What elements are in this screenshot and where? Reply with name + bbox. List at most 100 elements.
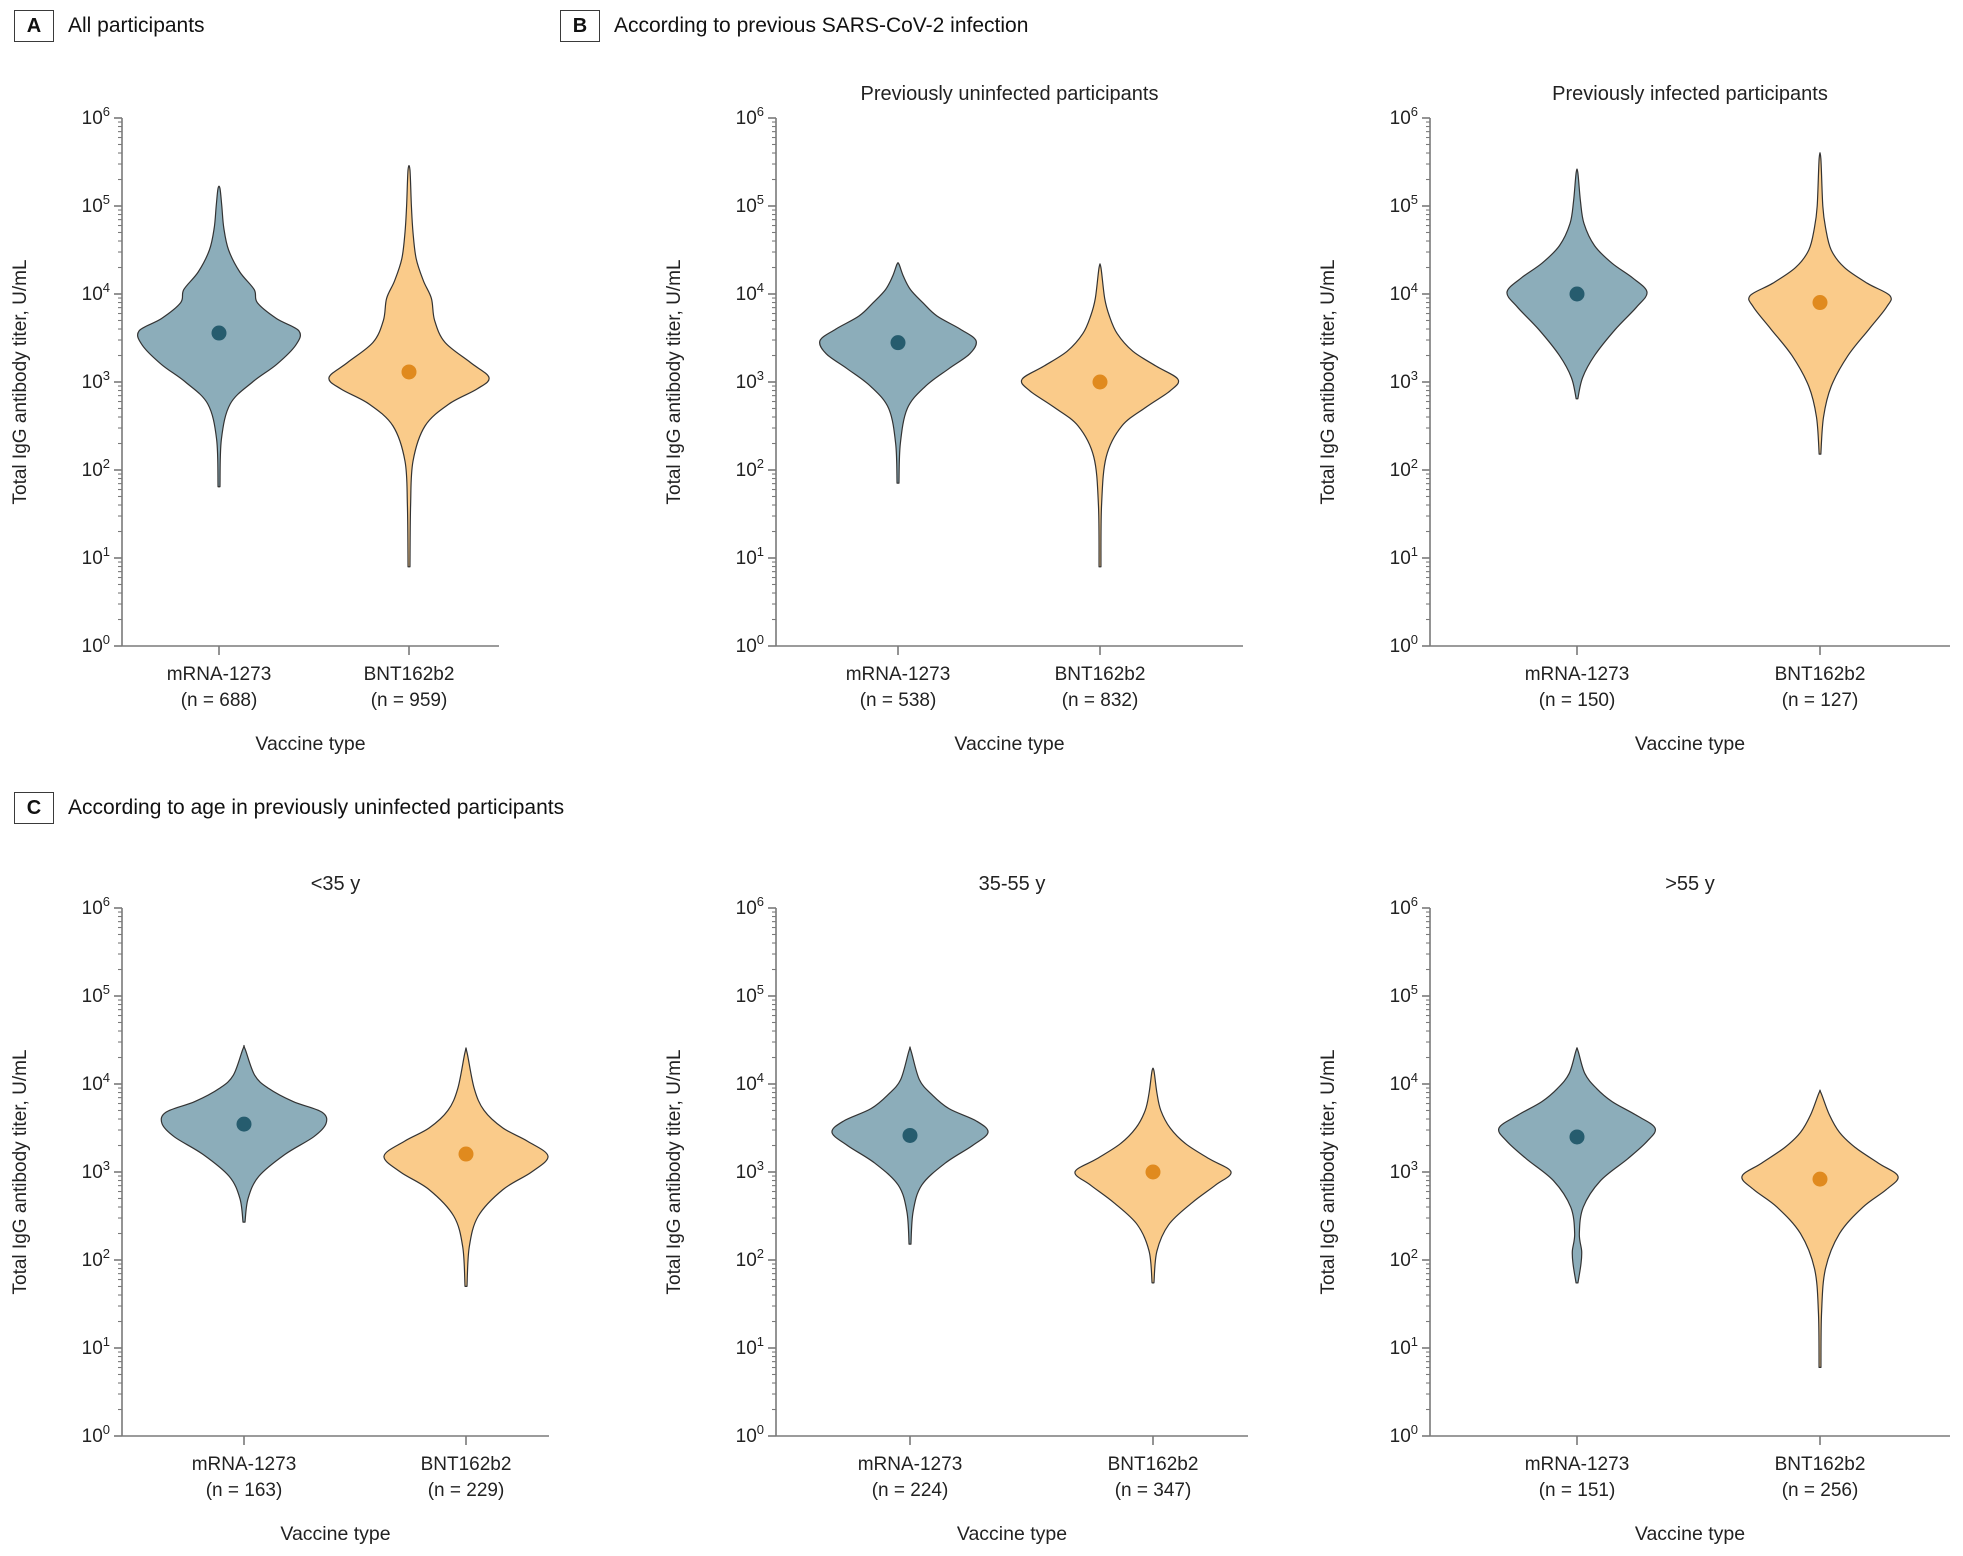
svg-text:103: 103 [1390,1158,1418,1183]
svg-text:103: 103 [736,1158,764,1183]
svg-text:106: 106 [736,104,764,129]
svg-text:102: 102 [1390,1246,1418,1271]
svg-text:105: 105 [82,192,110,217]
svg-text:100: 100 [82,632,110,657]
panel-a-header: A All participants [14,10,205,42]
svg-text:Total IgG antibody titer, U/mL: Total IgG antibody titer, U/mL [1318,259,1339,504]
svg-text:105: 105 [736,982,764,1007]
svg-text:103: 103 [1390,368,1418,393]
svg-text:(n = 688): (n = 688) [181,690,258,711]
svg-text:106: 106 [1390,894,1418,919]
svg-text:101: 101 [736,1334,764,1359]
subplot-previously-infected: Previously infected participants Total Ig… [1312,48,1962,768]
svg-text:mRNA-1273: mRNA-1273 [858,1454,963,1475]
svg-text:Previously uninfected particip: Previously uninfected participants [861,83,1159,105]
svg-text:Vaccine type: Vaccine type [954,733,1064,755]
svg-text:104: 104 [736,280,764,305]
svg-text:mRNA-1273: mRNA-1273 [1525,1454,1630,1475]
svg-text:(n = 832): (n = 832) [1062,690,1139,711]
svg-text:104: 104 [82,1070,110,1095]
svg-text:(n = 959): (n = 959) [371,690,448,711]
svg-text:BNT162b2: BNT162b2 [1775,1454,1866,1475]
panel-b-header: B According to previous SARS-CoV-2 infec… [560,10,1028,42]
svg-text:(n = 347): (n = 347) [1115,1480,1192,1501]
svg-text:Total IgG antibody titer, U/mL: Total IgG antibody titer, U/mL [664,259,685,504]
svg-text:101: 101 [736,544,764,569]
svg-text:106: 106 [82,104,110,129]
subplot-previously-uninfected: Previously uninfected participants Total … [658,48,1308,768]
violin-chart-previously-uninfected: Previously uninfected participants Total … [664,83,1243,755]
svg-text:105: 105 [736,192,764,217]
svg-text:100: 100 [1390,1422,1418,1447]
violin-chart-age-over-55: >55 y Total IgG antibody titer, U/mL 100 10… [1318,873,1950,1545]
violin-chart-previously-infected: Previously infected participants Total Ig… [1318,83,1950,755]
svg-text:(n = 538): (n = 538) [860,690,937,711]
svg-text:105: 105 [1390,982,1418,1007]
subplot-age-over-55: >55 y Total IgG antibody titer, U/mL 100 10… [1312,838,1962,1556]
svg-text:100: 100 [82,1422,110,1447]
svg-text:(n = 229): (n = 229) [428,1480,505,1501]
panel-c-title: According to age in previously uninfecte… [68,796,565,819]
svg-text:103: 103 [736,368,764,393]
svg-text:Total IgG antibody titer, U/mL: Total IgG antibody titer, U/mL [10,259,31,504]
svg-text:103: 103 [82,1158,110,1183]
subplot-age-35-55: 35-55 y Total IgG antibody titer, U/mL 100… [658,838,1308,1556]
svg-text:BNT162b2: BNT162b2 [1108,1454,1199,1475]
svg-text:Vaccine type: Vaccine type [255,733,365,755]
svg-text:102: 102 [736,1246,764,1271]
panel-c-badge: C [14,792,54,824]
svg-text:(n = 224): (n = 224) [872,1480,949,1501]
svg-text:Total IgG antibody titer, U/mL: Total IgG antibody titer, U/mL [1318,1049,1339,1294]
svg-text:100: 100 [736,1422,764,1447]
svg-text:Vaccine type: Vaccine type [1635,733,1745,755]
svg-text:101: 101 [82,1334,110,1359]
svg-text:100: 100 [1390,632,1418,657]
svg-text:100: 100 [736,632,764,657]
svg-text:102: 102 [736,456,764,481]
svg-text:104: 104 [1390,280,1418,305]
svg-text:mRNA-1273: mRNA-1273 [167,664,272,685]
svg-text:(n = 127): (n = 127) [1782,690,1859,711]
svg-text:104: 104 [82,280,110,305]
svg-text:BNT162b2: BNT162b2 [364,664,455,685]
svg-text:(n = 163): (n = 163) [206,1480,283,1501]
svg-text:(n = 151): (n = 151) [1539,1480,1616,1501]
svg-text:(n = 256): (n = 256) [1782,1480,1859,1501]
svg-text:mRNA-1273: mRNA-1273 [1525,664,1630,685]
svg-text:BNT162b2: BNT162b2 [1775,664,1866,685]
svg-text:>55 y: >55 y [1665,873,1714,895]
svg-text:<35 y: <35 y [311,873,360,895]
subplot-age-under-35: <35 y Total IgG antibody titer, U/mL 100 10… [4,838,654,1556]
svg-text:102: 102 [82,456,110,481]
svg-text:35-55 y: 35-55 y [979,873,1046,895]
violin-chart-age-under-35: <35 y Total IgG antibody titer, U/mL 100 10… [10,873,549,1545]
svg-text:101: 101 [1390,544,1418,569]
svg-text:106: 106 [82,894,110,919]
svg-text:106: 106 [736,894,764,919]
svg-text:104: 104 [1390,1070,1418,1095]
svg-text:101: 101 [1390,1334,1418,1359]
svg-text:103: 103 [82,368,110,393]
svg-text:102: 102 [1390,456,1418,481]
svg-text:Vaccine type: Vaccine type [957,1523,1067,1545]
svg-text:Vaccine type: Vaccine type [1635,1523,1745,1545]
svg-text:101: 101 [82,544,110,569]
panel-a-badge: A [14,10,54,42]
panel-b-badge: B [560,10,600,42]
violin-chart-age-35-55: 35-55 y Total IgG antibody titer, U/mL 100… [664,873,1248,1545]
svg-text:Previously infected participan: Previously infected participants [1552,83,1828,105]
svg-text:105: 105 [1390,192,1418,217]
violin-chart-all-participants: Total IgG antibody titer, U/mL 100 101 102 1… [10,104,499,755]
subplot-all-participants: Total IgG antibody titer, U/mL 100 101 102 1… [4,48,654,768]
svg-text:mRNA-1273: mRNA-1273 [192,1454,297,1475]
svg-text:BNT162b2: BNT162b2 [421,1454,512,1475]
svg-text:106: 106 [1390,104,1418,129]
panel-c-header: C According to age in previously uninfec… [14,792,564,824]
panel-a-title: All participants [68,14,205,37]
svg-text:104: 104 [736,1070,764,1095]
svg-text:Total IgG antibody titer, U/mL: Total IgG antibody titer, U/mL [10,1049,31,1294]
panel-b-title: According to previous SARS-CoV-2 infecti… [614,14,1029,37]
svg-text:(n = 150): (n = 150) [1539,690,1616,711]
svg-text:BNT162b2: BNT162b2 [1055,664,1146,685]
